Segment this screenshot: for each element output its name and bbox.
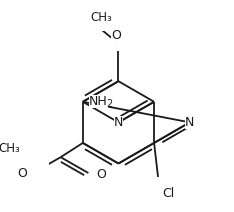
Text: NH: NH (89, 95, 108, 108)
Text: N: N (185, 116, 194, 129)
Text: O: O (111, 29, 121, 42)
Text: CH₃: CH₃ (90, 11, 112, 24)
Text: 2: 2 (106, 99, 112, 109)
Text: CH₃: CH₃ (0, 142, 20, 155)
Text: O: O (96, 168, 106, 181)
Text: N: N (114, 116, 123, 129)
Text: O: O (17, 166, 27, 180)
Text: Cl: Cl (162, 187, 174, 200)
